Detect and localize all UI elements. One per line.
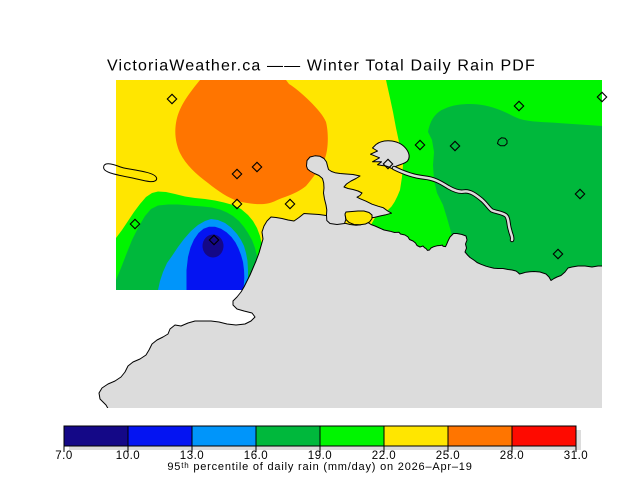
svg-text:13.0: 13.0 bbox=[180, 450, 204, 462]
svg-text:19.0: 19.0 bbox=[308, 450, 332, 462]
svg-text:31.0: 31.0 bbox=[564, 450, 588, 462]
svg-text:16.0: 16.0 bbox=[244, 450, 268, 462]
svg-text:95th percentile of daily rain: 95th percentile of daily rain (mm/day) o… bbox=[167, 461, 472, 473]
svg-text:7.0: 7.0 bbox=[55, 450, 73, 462]
svg-text:10.0: 10.0 bbox=[116, 450, 140, 462]
svg-text:VictoriaWeather.ca —— Winter T: VictoriaWeather.ca —— Winter Total Daily… bbox=[107, 58, 536, 75]
svg-text:28.0: 28.0 bbox=[500, 450, 524, 462]
svg-text:22.0: 22.0 bbox=[372, 450, 396, 462]
svg-text:25.0: 25.0 bbox=[436, 450, 460, 462]
